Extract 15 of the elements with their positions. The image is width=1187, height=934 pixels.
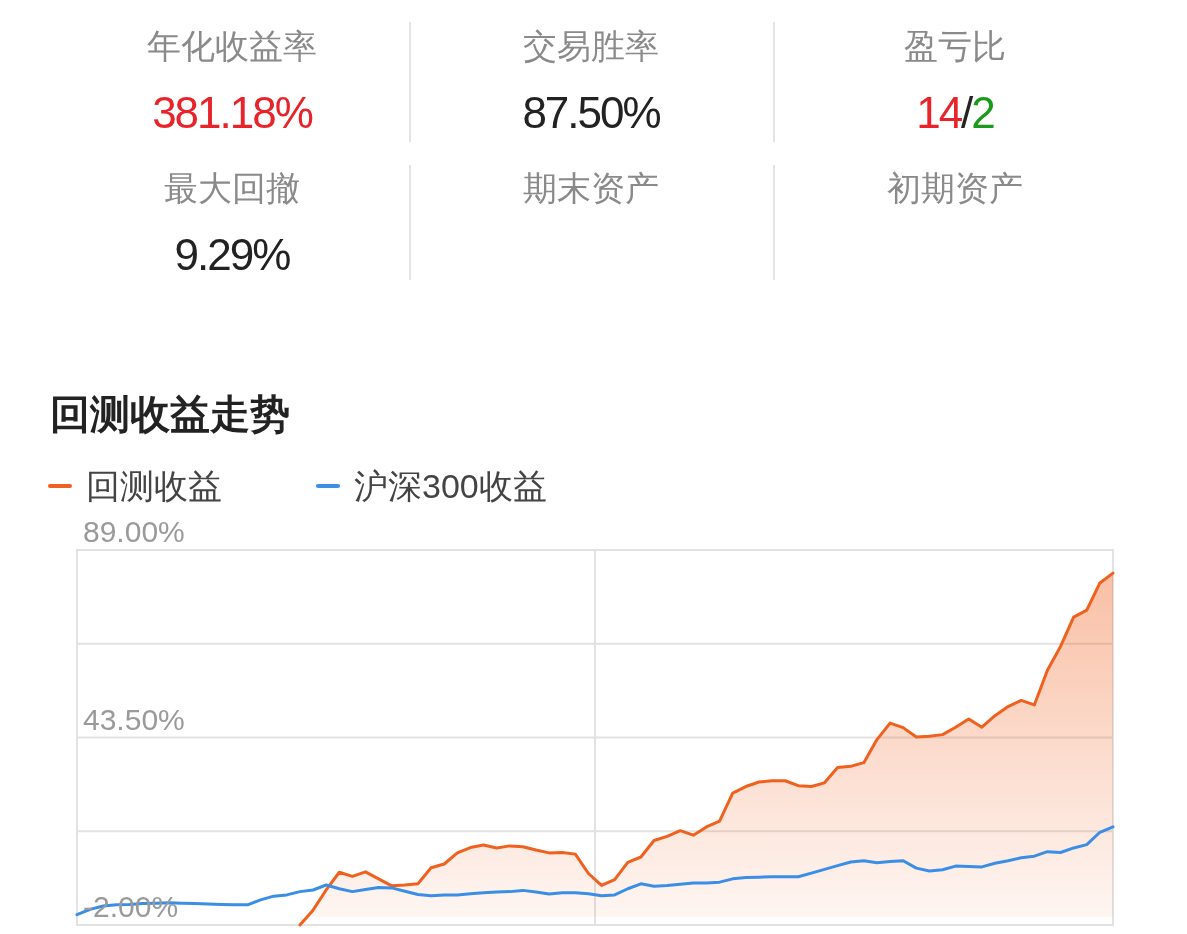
text: 年化收益率 — [147, 27, 317, 65]
text: 盈亏比 — [904, 27, 1006, 65]
text: 87.50% — [522, 88, 661, 137]
legend-label: 沪深300收益 — [354, 467, 547, 505]
text: 最大回撤 — [164, 169, 300, 207]
text: 交易胜率 — [523, 27, 659, 65]
text: 期末资产 — [523, 169, 659, 207]
chart-title: 回测收益走势 — [50, 392, 290, 436]
text: 14/2 — [916, 88, 995, 137]
y-tick-label: 43.50% — [83, 702, 185, 736]
y-tick-label: 89.00% — [83, 515, 185, 548]
text: 381.18% — [152, 88, 313, 137]
text: 9.29% — [174, 230, 291, 279]
text: 初期资产 — [887, 169, 1023, 207]
legend-label: 回测收益 — [86, 467, 222, 505]
